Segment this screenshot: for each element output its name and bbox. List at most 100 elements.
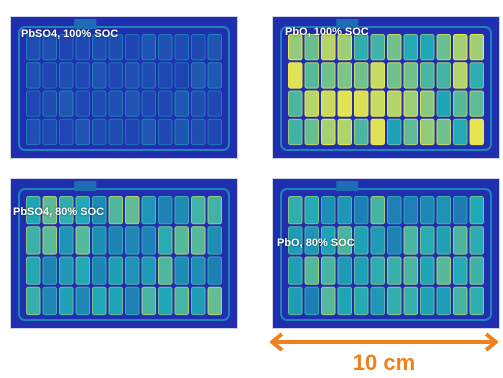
plate-cell: [141, 62, 156, 89]
plate-cell: [108, 286, 123, 316]
plate-lug: [74, 181, 97, 191]
map-panel-pbso4-100soc: PbSO4, 100% SOC: [10, 16, 238, 159]
plate-cell: [108, 256, 123, 285]
plate-cell: [453, 196, 468, 225]
plate-cell: [354, 256, 369, 285]
plate-cell: [125, 90, 140, 117]
plate-cell: [125, 256, 140, 285]
plate-cell: [469, 286, 484, 316]
plate-cell: [403, 62, 418, 89]
plate-cell: [370, 62, 385, 89]
plate-cell: [370, 118, 385, 146]
plate-cell: [288, 118, 303, 146]
plate-cell: [337, 62, 352, 89]
plate-cell: [141, 226, 156, 255]
plate-cell: [387, 226, 402, 255]
plate-cell: [75, 62, 90, 89]
plate-cell: [92, 118, 107, 146]
plate-cell: [337, 118, 352, 146]
plate-cell: [304, 196, 319, 225]
plate-cell: [92, 90, 107, 117]
plate-cell: [354, 286, 369, 316]
plate-cell: [141, 118, 156, 146]
plate-cell: [321, 226, 336, 255]
plate-cell: [59, 34, 74, 61]
plate-cell: [108, 196, 123, 225]
plate-cell: [387, 34, 402, 61]
plate-cell: [158, 256, 173, 285]
plate-cell: [207, 90, 222, 117]
plate-cell: [288, 90, 303, 117]
plate-cell: [191, 196, 206, 225]
plate-cell: [337, 90, 352, 117]
plate-cell: [304, 34, 319, 61]
plate-cell: [304, 256, 319, 285]
plate-cell: [321, 286, 336, 316]
plate-cell: [354, 34, 369, 61]
plate-lug: [74, 19, 97, 29]
plate-cell: [420, 118, 435, 146]
plate-cell: [337, 34, 352, 61]
plate-cell: [420, 256, 435, 285]
plate-lug: [336, 181, 359, 191]
plate-cell: [420, 196, 435, 225]
plate-cell: [420, 226, 435, 255]
plate-cell: [174, 226, 189, 255]
plate-cell: [191, 90, 206, 117]
map-panel-pbo-100soc: PbO, 100% SOC: [272, 16, 500, 159]
plate-cell: [26, 286, 41, 316]
plate-cell: [321, 90, 336, 117]
plate-cell: [354, 62, 369, 89]
plate-outline: [280, 26, 492, 151]
plate-cell: [92, 256, 107, 285]
plate-cell: [469, 90, 484, 117]
plate-cell: [436, 286, 451, 316]
plate-cell: [125, 286, 140, 316]
plate-cell: [354, 196, 369, 225]
plate-cell: [354, 226, 369, 255]
plate-cell: [207, 256, 222, 285]
plate-cell: [125, 62, 140, 89]
plate-cell: [75, 286, 90, 316]
plate-cell: [92, 286, 107, 316]
plate-cell: [59, 286, 74, 316]
plate-cell: [75, 118, 90, 146]
plate-cell: [453, 90, 468, 117]
plate-cell: [191, 226, 206, 255]
plate-cell: [207, 286, 222, 316]
plate-cell: [403, 286, 418, 316]
plate-cell: [370, 256, 385, 285]
plate-cell: [370, 286, 385, 316]
plate-cell: [370, 196, 385, 225]
plate-cell: [453, 226, 468, 255]
plate-cell: [436, 118, 451, 146]
plate-cell: [125, 226, 140, 255]
plate-cell: [108, 118, 123, 146]
plate-cell: [191, 34, 206, 61]
plate-cell: [174, 90, 189, 117]
plate-cell: [26, 256, 41, 285]
plate-cell: [321, 256, 336, 285]
plate-cell: [158, 34, 173, 61]
plate-cell: [387, 118, 402, 146]
plate-outline: [18, 188, 230, 321]
plate-cell: [191, 286, 206, 316]
plate-cell: [191, 62, 206, 89]
plate-cell: [469, 118, 484, 146]
plate-cell: [26, 196, 41, 225]
plate-lug: [336, 19, 359, 29]
plate-cell: [420, 286, 435, 316]
plate-cell: [174, 34, 189, 61]
plate-cell: [321, 62, 336, 89]
panel-label: PbSO4, 100% SOC: [21, 28, 119, 40]
plate-cell: [75, 226, 90, 255]
plate-cell: [59, 118, 74, 146]
plate-cell: [42, 118, 57, 146]
plate-outline: [18, 26, 230, 151]
plate-cell: [108, 34, 123, 61]
plate-cell: [141, 286, 156, 316]
plate-cell: [288, 256, 303, 285]
plate-cell: [42, 256, 57, 285]
panel-label: PbO, 100% SOC: [285, 26, 369, 38]
plate-cell: [174, 62, 189, 89]
